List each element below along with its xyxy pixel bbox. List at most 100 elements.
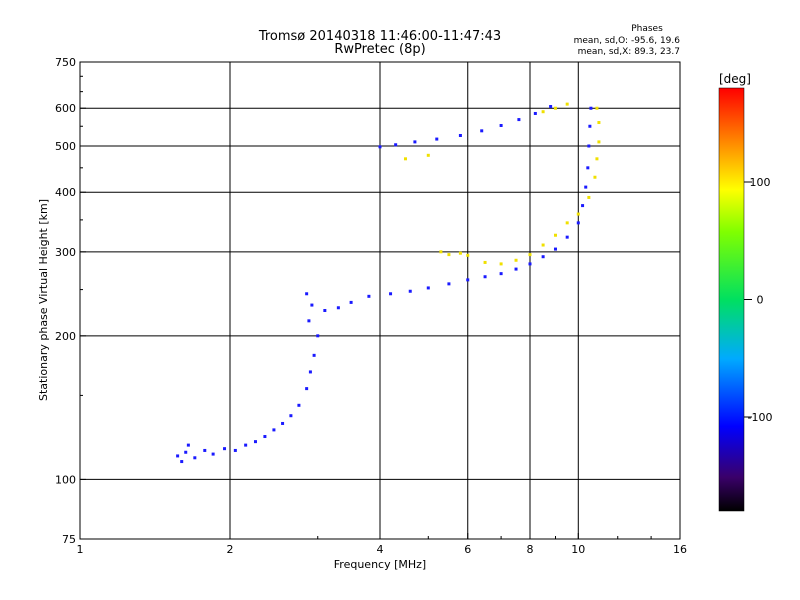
data-point <box>499 262 503 266</box>
chart-title: Tromsø 20140318 11:46:00-11:47:43 <box>258 29 501 44</box>
data-point <box>435 137 439 141</box>
data-point <box>389 292 393 296</box>
data-points <box>176 102 601 464</box>
data-point <box>323 308 327 312</box>
data-point <box>426 286 430 290</box>
data-point <box>244 443 248 447</box>
data-point <box>336 306 340 310</box>
data-point <box>413 140 417 144</box>
data-point <box>588 124 592 128</box>
data-point <box>553 247 557 251</box>
colorbar-label: [deg] <box>719 72 751 86</box>
data-point <box>253 440 257 444</box>
data-point <box>589 106 593 110</box>
data-point <box>576 221 580 225</box>
data-point <box>312 353 316 357</box>
data-point <box>595 106 599 110</box>
data-point <box>310 303 314 307</box>
data-point <box>595 157 599 161</box>
axis-ticks: 1 2 4 6 8 10 16 75 100 200 300 400 500 600 750 <box>55 56 687 556</box>
y-axis-label: Stationary phase Virtual Height [km] <box>37 199 50 401</box>
data-point <box>403 157 407 161</box>
y-tick-label: 400 <box>55 186 76 199</box>
data-point <box>305 292 309 296</box>
data-point <box>483 260 487 264</box>
x-tick-label: 10 <box>571 543 585 556</box>
data-point <box>528 262 532 266</box>
data-point <box>297 403 301 407</box>
x-tick-label: 8 <box>527 543 534 556</box>
data-point <box>597 121 601 125</box>
phases-x-stats: mean, sd,X: 89.3, 23.7 <box>578 47 680 57</box>
x-axis-label: Frequency [MHz] <box>334 558 426 571</box>
data-point <box>305 387 309 391</box>
data-point <box>553 106 557 110</box>
y-tick-label: 750 <box>55 56 76 69</box>
data-point <box>211 452 215 456</box>
data-point <box>514 258 518 262</box>
data-point <box>483 275 487 279</box>
data-point <box>233 448 237 452</box>
colorbar-tick-label: 0 <box>757 294 764 307</box>
data-point <box>565 221 569 225</box>
grid-lines <box>80 62 680 539</box>
data-point <box>553 233 557 237</box>
data-point <box>223 447 227 451</box>
data-point <box>514 267 518 271</box>
data-point <box>466 253 470 257</box>
data-point <box>517 118 521 122</box>
data-point <box>447 282 451 286</box>
data-point <box>528 253 532 257</box>
data-point <box>180 460 184 464</box>
data-point <box>466 278 470 282</box>
data-point <box>587 195 591 199</box>
data-point <box>176 454 180 458</box>
y-tick-label: 300 <box>55 246 76 259</box>
data-point <box>349 300 353 304</box>
data-point <box>541 110 545 114</box>
data-point <box>447 253 451 257</box>
data-point <box>394 143 398 147</box>
data-point <box>565 235 569 239</box>
data-point <box>480 129 484 133</box>
phases-title: Phases <box>631 24 663 34</box>
data-point <box>193 456 197 460</box>
data-point <box>186 443 190 447</box>
data-point <box>587 144 591 148</box>
y-tick-label: 600 <box>55 102 76 115</box>
x-tick-label: 1 <box>77 543 84 556</box>
colorbar <box>718 87 745 512</box>
data-point <box>576 212 580 216</box>
data-point <box>533 111 537 115</box>
y-tick-label: 500 <box>55 140 76 153</box>
data-point <box>316 334 320 338</box>
data-point <box>499 123 503 127</box>
y-tick-label: 75 <box>62 533 76 546</box>
data-point <box>458 251 462 255</box>
phases-o-stats: mean, sd,O: -95.6, 19.6 <box>574 36 681 46</box>
data-point <box>586 166 590 170</box>
data-point <box>439 250 443 254</box>
data-point <box>581 204 585 208</box>
data-point <box>565 102 569 106</box>
data-point <box>367 294 371 298</box>
data-point <box>308 370 312 374</box>
y-tick-label: 100 <box>55 473 76 486</box>
data-point <box>378 145 382 149</box>
x-tick-label: 16 <box>673 543 687 556</box>
chart-subtitle: RwPretec (8p) <box>334 42 425 57</box>
x-tick-label: 6 <box>464 543 471 556</box>
data-point <box>541 243 545 247</box>
y-tick-label: 200 <box>55 330 76 343</box>
data-point <box>203 448 207 452</box>
data-point <box>307 319 311 323</box>
colorbar-ticks: 100 0 -100 <box>744 176 772 424</box>
data-point <box>426 153 430 157</box>
data-point <box>184 450 188 454</box>
x-tick-label: 2 <box>227 543 234 556</box>
x-tick-label: 4 <box>377 543 384 556</box>
data-point <box>272 428 276 432</box>
data-point <box>281 421 285 425</box>
colorbar-tick-label: -100 <box>748 411 773 424</box>
